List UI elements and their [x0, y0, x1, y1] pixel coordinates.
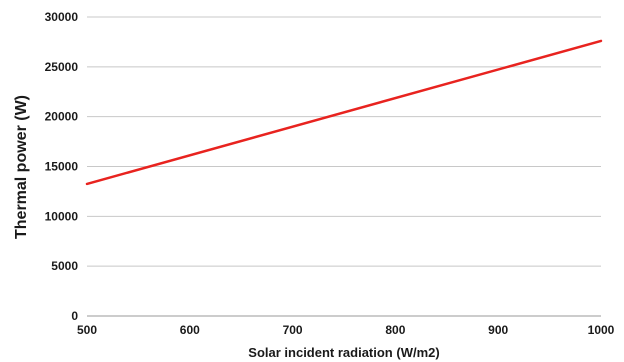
- x-tick-label: 1000: [588, 323, 615, 337]
- y-tick-label: 10000: [45, 209, 79, 223]
- x-tick-label: 800: [385, 323, 405, 337]
- y-tick-label: 5000: [51, 259, 78, 273]
- x-tick-label: 700: [283, 323, 303, 337]
- x-tick-label: 900: [488, 323, 508, 337]
- series-line-0: [85, 39, 603, 186]
- gridlines: [87, 16, 601, 317]
- y-tick-label: 0: [71, 309, 78, 323]
- y-tick-labels: 0 5000 10000 15000 20000 25000 30000: [45, 10, 79, 323]
- x-tick-labels: 500 600 700 800 900 1000: [77, 323, 615, 337]
- series-lines: [85, 39, 603, 186]
- y-axis-label: Thermal power (W): [13, 95, 30, 239]
- y-tick-label: 15000: [45, 160, 79, 174]
- y-tick-label: 20000: [45, 110, 79, 124]
- x-tick-label: 600: [180, 323, 200, 337]
- x-axis-label: Solar incident radiation (W/m2): [248, 345, 439, 360]
- y-tick-label: 30000: [45, 10, 79, 24]
- y-tick-label: 25000: [45, 60, 79, 74]
- x-tick-label: 500: [77, 323, 97, 337]
